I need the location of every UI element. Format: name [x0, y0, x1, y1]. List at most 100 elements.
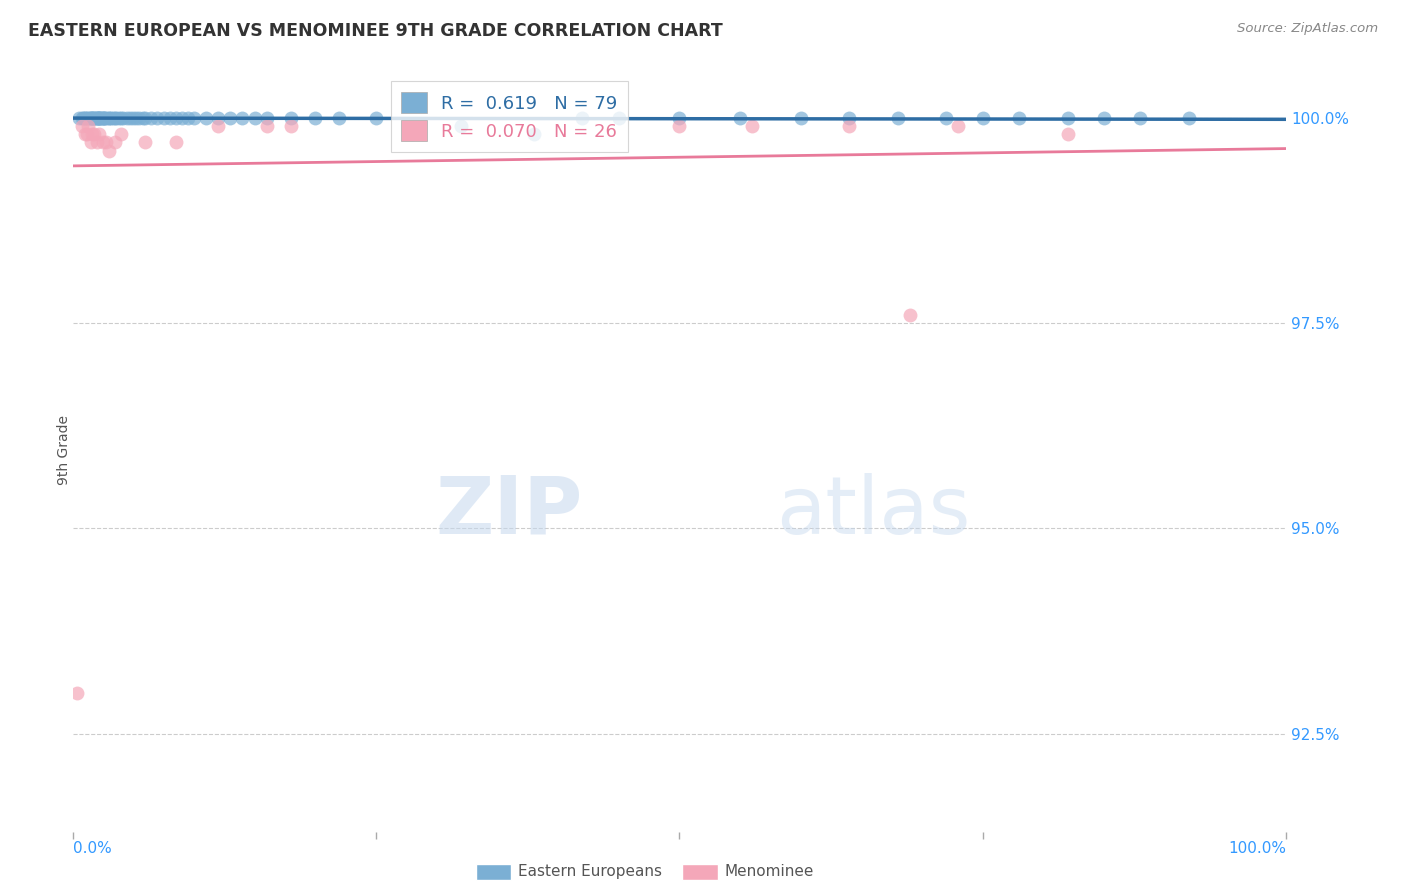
Point — [93, 111, 115, 125]
Point — [207, 119, 229, 133]
Point — [112, 111, 135, 125]
Text: atlas: atlas — [776, 473, 970, 550]
Point — [104, 136, 127, 150]
Point — [97, 111, 120, 125]
Point — [89, 127, 111, 141]
Point — [72, 111, 94, 125]
Point — [97, 144, 120, 158]
Point — [73, 111, 96, 125]
Point — [80, 111, 103, 125]
Point — [70, 119, 93, 133]
Point — [256, 119, 278, 133]
Text: 0.0%: 0.0% — [73, 841, 111, 856]
Point — [741, 119, 763, 133]
Point — [91, 111, 114, 125]
Point — [159, 111, 181, 125]
Point — [67, 111, 90, 125]
Point — [523, 127, 546, 141]
Point — [195, 111, 218, 125]
Point — [77, 119, 100, 133]
Point — [94, 111, 117, 125]
Point — [668, 119, 690, 133]
Point — [152, 111, 174, 125]
Point — [170, 111, 193, 125]
Point — [124, 111, 146, 125]
Point — [83, 111, 105, 125]
Point — [886, 111, 908, 125]
Point — [280, 111, 302, 125]
Point — [1092, 111, 1115, 125]
Point — [70, 111, 93, 125]
Point — [668, 111, 690, 125]
Point — [80, 111, 103, 125]
Point — [89, 111, 111, 125]
Point — [838, 119, 860, 133]
Y-axis label: 9th Grade: 9th Grade — [58, 416, 72, 485]
Point — [91, 111, 114, 125]
Point — [82, 111, 104, 125]
Point — [122, 111, 145, 125]
Point — [97, 111, 120, 125]
Point — [76, 127, 98, 141]
Point — [935, 111, 957, 125]
Legend: R =  0.619   N = 79, R =  0.070   N = 26: R = 0.619 N = 79, R = 0.070 N = 26 — [391, 81, 628, 152]
Point — [105, 111, 128, 125]
Point — [86, 111, 108, 125]
Point — [838, 111, 860, 125]
Point — [80, 136, 103, 150]
Point — [83, 111, 105, 125]
Point — [1056, 127, 1078, 141]
Text: Menominee: Menominee — [724, 864, 814, 880]
Point — [84, 111, 107, 125]
Point — [110, 111, 132, 125]
Point — [607, 111, 630, 125]
Point — [571, 111, 593, 125]
Point — [86, 136, 108, 150]
Point — [450, 119, 472, 133]
Point — [86, 111, 108, 125]
Point — [87, 111, 110, 125]
Point — [66, 686, 89, 700]
Point — [280, 119, 302, 133]
Point — [76, 111, 98, 125]
Point — [328, 111, 350, 125]
Point — [115, 111, 138, 125]
Point — [134, 111, 156, 125]
Text: ZIP: ZIP — [434, 473, 582, 550]
Point — [89, 111, 111, 125]
Point — [77, 111, 100, 125]
Point — [177, 111, 200, 125]
Point — [134, 136, 156, 150]
Point — [118, 111, 141, 125]
Text: Source: ZipAtlas.com: Source: ZipAtlas.com — [1237, 22, 1378, 36]
Point — [146, 111, 169, 125]
Point — [91, 136, 114, 150]
Point — [73, 111, 96, 125]
Text: EASTERN EUROPEAN VS MENOMINEE 9TH GRADE CORRELATION CHART: EASTERN EUROPEAN VS MENOMINEE 9TH GRADE … — [28, 22, 723, 40]
Point — [90, 111, 112, 125]
Point — [165, 111, 187, 125]
Point — [83, 127, 105, 141]
Point — [401, 127, 423, 141]
Point — [1056, 111, 1078, 125]
Point — [80, 127, 103, 141]
Point — [107, 111, 129, 125]
Point — [110, 127, 132, 141]
Point — [79, 111, 101, 125]
Point — [183, 111, 205, 125]
Point — [132, 111, 155, 125]
Point — [231, 111, 253, 125]
Point — [728, 111, 751, 125]
Point — [207, 111, 229, 125]
Point — [1008, 111, 1031, 125]
Point — [243, 111, 266, 125]
Point — [89, 111, 111, 125]
Point — [948, 119, 970, 133]
Point — [256, 111, 278, 125]
Point — [104, 111, 127, 125]
Point — [1178, 111, 1201, 125]
Point — [789, 111, 811, 125]
Point — [364, 111, 387, 125]
Point — [972, 111, 994, 125]
Point — [128, 111, 150, 125]
